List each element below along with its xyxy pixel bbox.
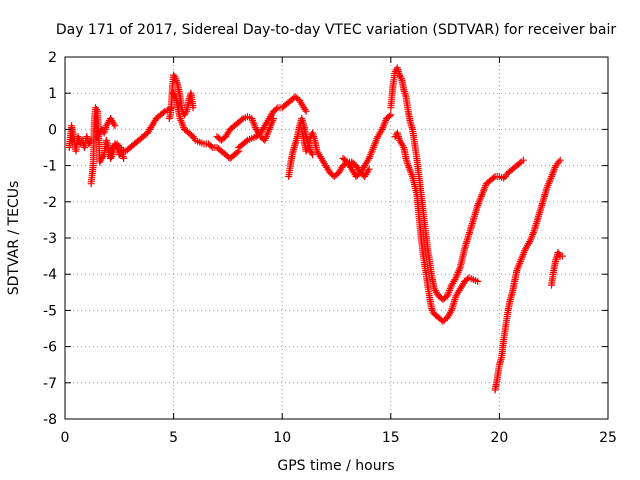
data-point-markers	[491, 156, 564, 394]
y-tick-label: -2	[43, 195, 57, 211]
data-series	[65, 64, 566, 394]
data-point-markers	[213, 113, 277, 144]
x-tick-label: 5	[169, 430, 178, 446]
chart-title: Day 171 of 2017, Sidereal Day-to-day VTE…	[56, 22, 617, 38]
data-point-markers	[170, 89, 243, 162]
x-tick-label: 10	[273, 430, 291, 446]
data-segment	[548, 249, 566, 289]
y-tick-label: -4	[43, 267, 57, 283]
data-point-markers	[548, 249, 566, 289]
data-point-markers	[65, 122, 95, 155]
grid-lines	[65, 57, 608, 419]
x-axis-label: GPS time / hours	[277, 458, 394, 474]
data-segment	[94, 115, 119, 141]
data-segment	[235, 93, 310, 151]
data-point-markers	[387, 64, 527, 303]
y-axis-label: SDTVAR / TECUs	[6, 181, 22, 296]
data-segment	[213, 113, 277, 144]
data-point-markers	[94, 115, 119, 141]
plot-frame	[64, 56, 609, 420]
data-segment	[391, 129, 482, 325]
data-segment	[65, 122, 95, 155]
y-tick-label: 1	[48, 86, 57, 102]
data-point-markers	[104, 104, 175, 159]
data-point-markers	[339, 111, 395, 180]
x-tick-label: 20	[490, 430, 508, 446]
y-tick-label: -6	[43, 340, 57, 356]
data-segment	[491, 156, 564, 394]
data-segment	[387, 64, 527, 303]
y-tick-label: 0	[48, 122, 57, 138]
data-segment	[339, 111, 395, 180]
y-tick-label: -8	[43, 412, 57, 428]
y-tick-label: -1	[43, 159, 57, 175]
data-point-markers	[165, 71, 197, 122]
y-tick-label: -3	[43, 231, 57, 247]
y-tick-label: 2	[48, 50, 57, 66]
x-tick-label: 0	[61, 430, 70, 446]
x-tick-label: 15	[382, 430, 400, 446]
data-point-markers	[235, 93, 310, 151]
x-tick-label: 25	[599, 430, 617, 446]
data-segment	[170, 89, 243, 162]
data-segment	[104, 104, 175, 159]
y-tick-label: -7	[43, 376, 57, 392]
data-point-markers	[391, 129, 482, 325]
data-segment	[165, 71, 197, 122]
y-tick-label: -5	[43, 303, 57, 319]
